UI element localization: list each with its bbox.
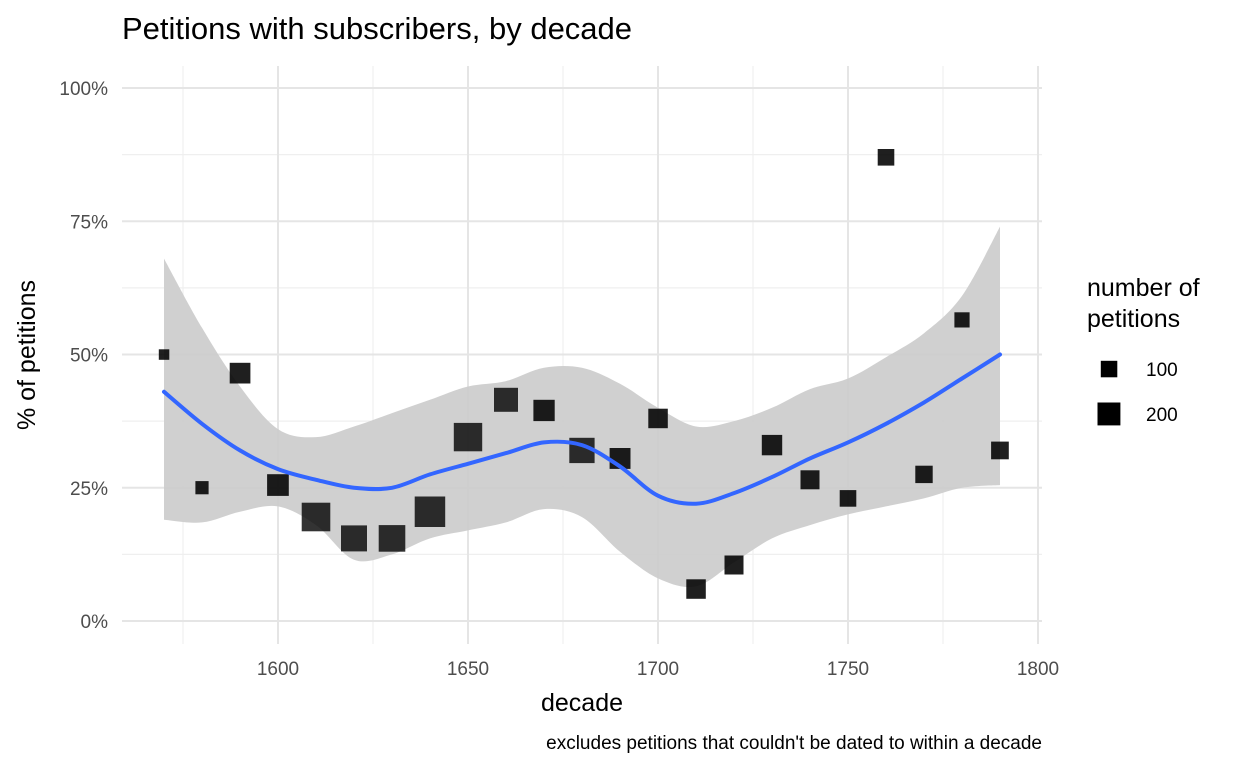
data-point — [494, 387, 518, 412]
legend-key-label: 200 — [1146, 405, 1178, 426]
x-tick-label: 1700 — [637, 659, 679, 680]
data-point — [195, 481, 209, 495]
data-point — [761, 434, 783, 456]
data-point — [453, 422, 483, 452]
data-point — [839, 490, 857, 507]
legend-keys: 100 200 — [1097, 360, 1178, 426]
confidence-band-layer — [164, 226, 1000, 588]
data-point — [648, 408, 668, 429]
data-point — [724, 555, 744, 575]
smooth-line — [162, 352, 1002, 506]
data-point — [686, 579, 706, 599]
data-point — [378, 525, 406, 552]
data-point — [267, 474, 289, 496]
data-point — [533, 399, 555, 422]
legend-key-square — [1097, 402, 1121, 426]
y-tick-label: 75% — [70, 212, 108, 233]
x-tick-label: 1650 — [447, 659, 489, 680]
y-axis-title: % of petitions — [13, 280, 41, 430]
confidence-band — [164, 226, 1000, 588]
points-layer — [158, 149, 1009, 599]
legend-key-label: 100 — [1146, 360, 1178, 381]
data-point — [991, 441, 1009, 460]
data-point — [158, 349, 170, 360]
y-tick-label: 50% — [70, 346, 108, 367]
legend-key-square — [1100, 360, 1118, 378]
y-axis-tick-labels: 0% 25% 50% 75% 100% — [59, 79, 108, 633]
data-point — [800, 470, 820, 490]
size-legend: number of petitions 100 200 — [1087, 274, 1207, 426]
y-tick-label: 0% — [81, 612, 109, 633]
x-tick-label: 1800 — [1017, 659, 1059, 680]
x-axis-tick-labels: 1600 1650 1700 1750 1800 — [257, 659, 1059, 680]
data-point — [341, 525, 367, 552]
smooth-line-layer — [162, 352, 1002, 506]
y-tick-label: 25% — [70, 479, 108, 500]
legend-title-line-1: number of — [1087, 274, 1200, 302]
y-tick-label: 100% — [59, 79, 108, 100]
legend-title: number of petitions — [1087, 274, 1207, 333]
data-point — [414, 496, 446, 527]
x-tick-label: 1750 — [827, 659, 869, 680]
x-axis-title: decade — [541, 689, 623, 717]
x-tick-label: 1600 — [257, 659, 299, 680]
chart-title: Petitions with subscribers, by decade — [122, 11, 632, 46]
legend-title-line-2: petitions — [1087, 305, 1180, 333]
chart-caption: excludes petitions that couldn't be date… — [546, 733, 1042, 754]
data-point — [301, 502, 331, 532]
data-point — [877, 149, 895, 166]
data-point — [915, 465, 933, 484]
major-gridlines — [122, 66, 1042, 644]
data-point — [954, 312, 970, 328]
data-point — [229, 362, 251, 384]
plot-panel — [122, 66, 1042, 644]
